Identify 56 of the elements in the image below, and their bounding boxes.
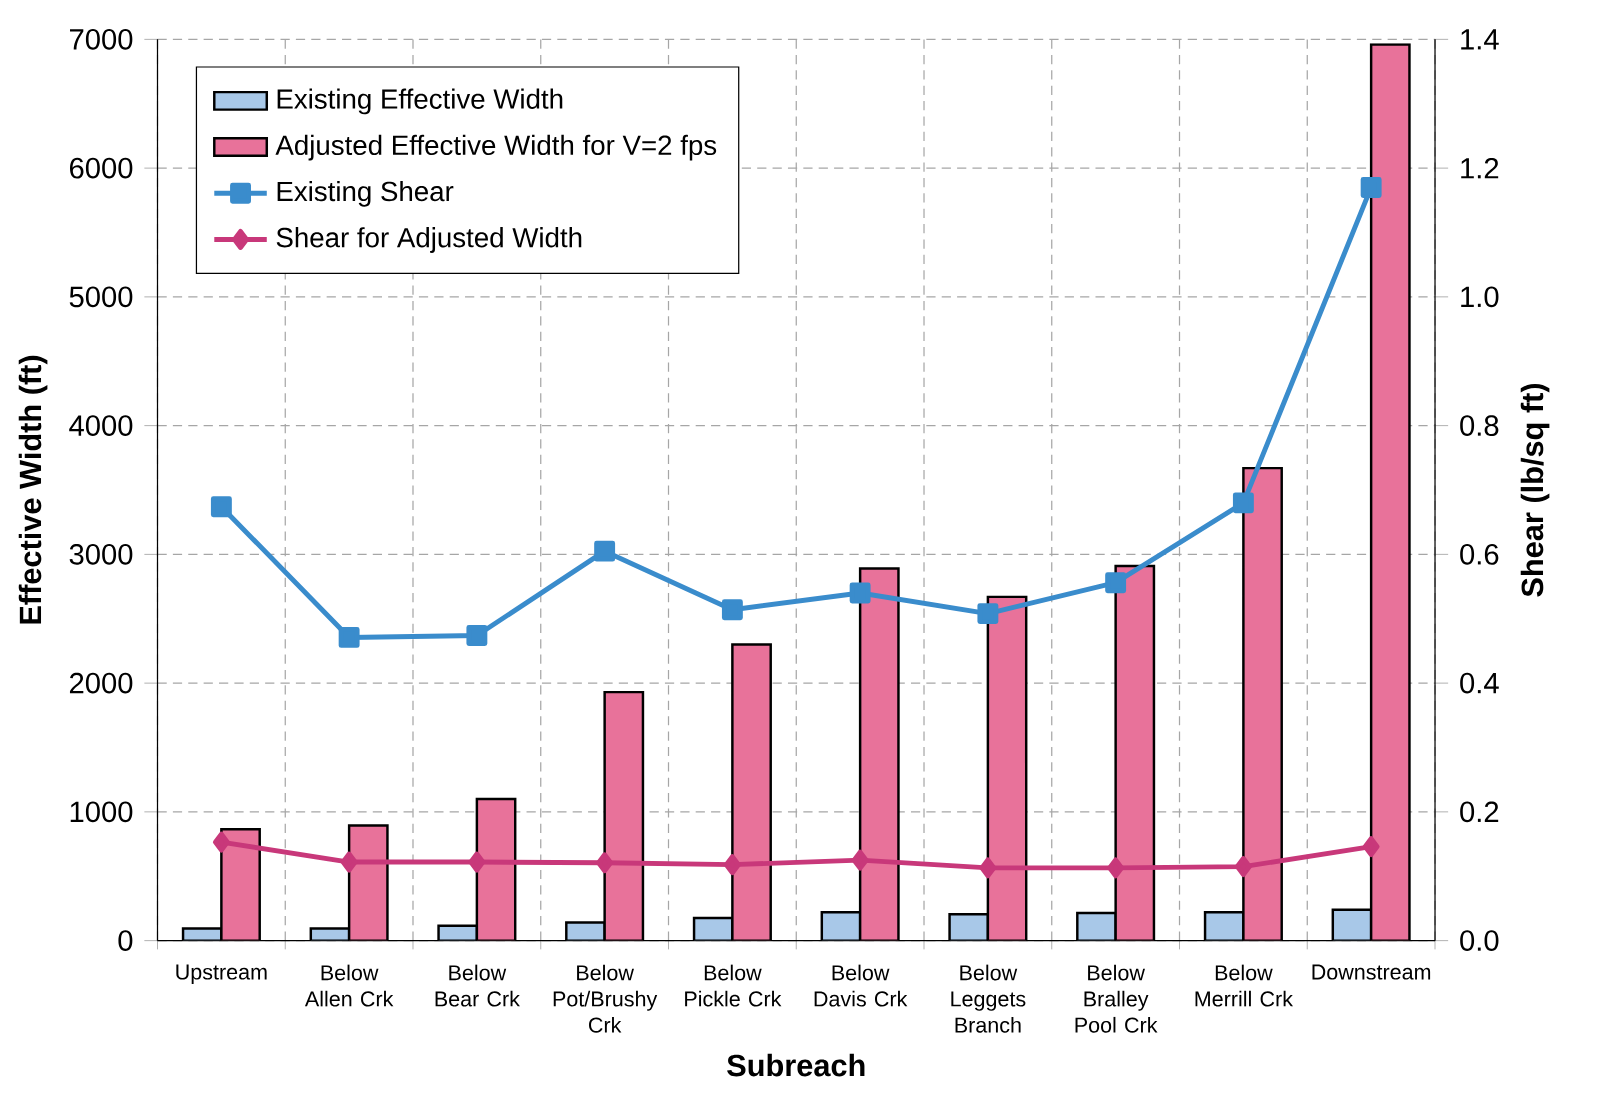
- x-tick-label: Below Bear Crk: [435, 964, 520, 1007]
- point: [340, 851, 358, 873]
- x-tick-label: Downstream: [1312, 964, 1431, 980]
- x-tick-label: Below Allen Crk: [304, 964, 394, 1007]
- legend-label: Existing Effective Width: [277, 88, 563, 115]
- y-axis-title: Effective Width (ft): [18, 355, 48, 624]
- y2-tick-label: 1.2: [1461, 157, 1499, 179]
- y-tick-label: 6000: [70, 157, 133, 179]
- x-tick-label: Below Pickle Crk: [685, 964, 782, 1007]
- point: [1107, 857, 1125, 879]
- x-tick-label: Below Merrill Crk: [1195, 964, 1294, 1007]
- point: [721, 599, 743, 621]
- point: [468, 851, 486, 873]
- point: [1234, 856, 1252, 878]
- y-tick-label: 7000: [70, 29, 133, 50]
- y2-tick-label: 0.2: [1460, 801, 1499, 823]
- point: [1362, 836, 1380, 858]
- x-tick-label: Below Davis Crk: [814, 964, 908, 1007]
- bar: [603, 690, 645, 941]
- x-tick-label: Upstream: [176, 964, 267, 984]
- legend-label: Adjusted Effective Width for V=2 fps: [275, 134, 717, 161]
- y2-tick-label: 1.0: [1461, 286, 1499, 308]
- x-axis-title: Subreach: [727, 1053, 865, 1077]
- point: [979, 857, 997, 879]
- y2-axis-title: Shear (lb/sq ft): [1520, 383, 1550, 597]
- point: [977, 603, 999, 625]
- y2-tick-label: 1.4: [1461, 29, 1499, 50]
- y2-tick-label: 0.4: [1460, 672, 1499, 694]
- point: [1360, 177, 1382, 198]
- point: [338, 627, 360, 648]
- x-tick-label: Below Bralley Pool Crk: [1075, 964, 1158, 1033]
- point: [851, 849, 869, 871]
- x-tick-label: Below Leggets Branch: [951, 964, 1026, 1033]
- y-tick-label: 0: [118, 930, 133, 952]
- y-tick-label: 4000: [69, 415, 133, 437]
- point: [1232, 492, 1254, 514]
- point: [849, 582, 871, 604]
- point: [212, 831, 230, 853]
- point: [596, 852, 614, 874]
- point: [210, 496, 232, 518]
- legend-label: Shear for Adjusted Width: [276, 227, 582, 253]
- point: [466, 625, 488, 647]
- y-tick-label: 5000: [69, 286, 133, 308]
- y-tick-label: 2000: [69, 672, 133, 694]
- y2-tick-label: 0.8: [1460, 415, 1499, 437]
- y2-tick-label: 0.0: [1460, 930, 1499, 952]
- bar: [1114, 564, 1156, 941]
- legend-label: Existing Shear: [277, 180, 454, 207]
- y2-tick-label: 0.6: [1460, 544, 1499, 565]
- x-tick-label: Below Pot/Brushy Crk: [553, 964, 658, 1033]
- point: [1105, 572, 1127, 594]
- bar: [1369, 43, 1411, 941]
- y-tick-label: 1000: [70, 801, 133, 823]
- point: [594, 540, 616, 562]
- point: [723, 854, 741, 876]
- y-tick-label: 3000: [69, 544, 133, 565]
